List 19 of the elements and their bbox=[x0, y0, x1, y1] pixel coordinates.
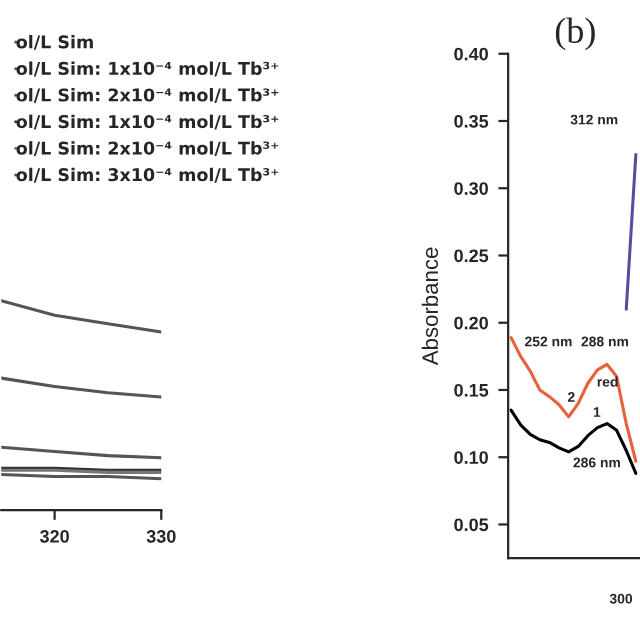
line-series bbox=[509, 408, 638, 475]
legend-label: ol/L Sim: 1x10⁻⁴ mol/L Tb³⁺ bbox=[16, 61, 279, 77]
legend-label: ol/L Sim: 2x10⁻⁴ mol/L Tb³⁺ bbox=[16, 141, 279, 157]
x-tick-label: 320 bbox=[39, 530, 69, 543]
y-tick-label: 0.15 bbox=[454, 383, 489, 397]
y-axis-title: Absorbance bbox=[421, 247, 439, 366]
y-tick-label: 0.25 bbox=[454, 249, 489, 263]
legend-label: ol/L Sim: 2x10⁻⁴ mol/L Tb³⁺ bbox=[16, 88, 279, 103]
legend-label: ol/L Sim bbox=[16, 34, 93, 50]
y-tick-label: 0.05 bbox=[454, 518, 489, 532]
x-tick-label: 330 bbox=[146, 530, 176, 543]
y-tick-label: 0.35 bbox=[454, 114, 489, 128]
y-tick-label: 0.10 bbox=[454, 451, 488, 464]
y-tick-label: 0.40 bbox=[454, 47, 488, 61]
legend-label: ol/L Sim: 3x10⁻⁴ mol/L Tb³⁺ bbox=[16, 167, 279, 183]
y-tick-label: 0.30 bbox=[454, 182, 488, 195]
y-tick-label: 0.20 bbox=[454, 316, 488, 330]
chart-title: (b) bbox=[555, 17, 595, 51]
legend-label: ol/L Sim: 1x10⁻⁴ mol/L Tb³⁺ bbox=[16, 114, 279, 130]
